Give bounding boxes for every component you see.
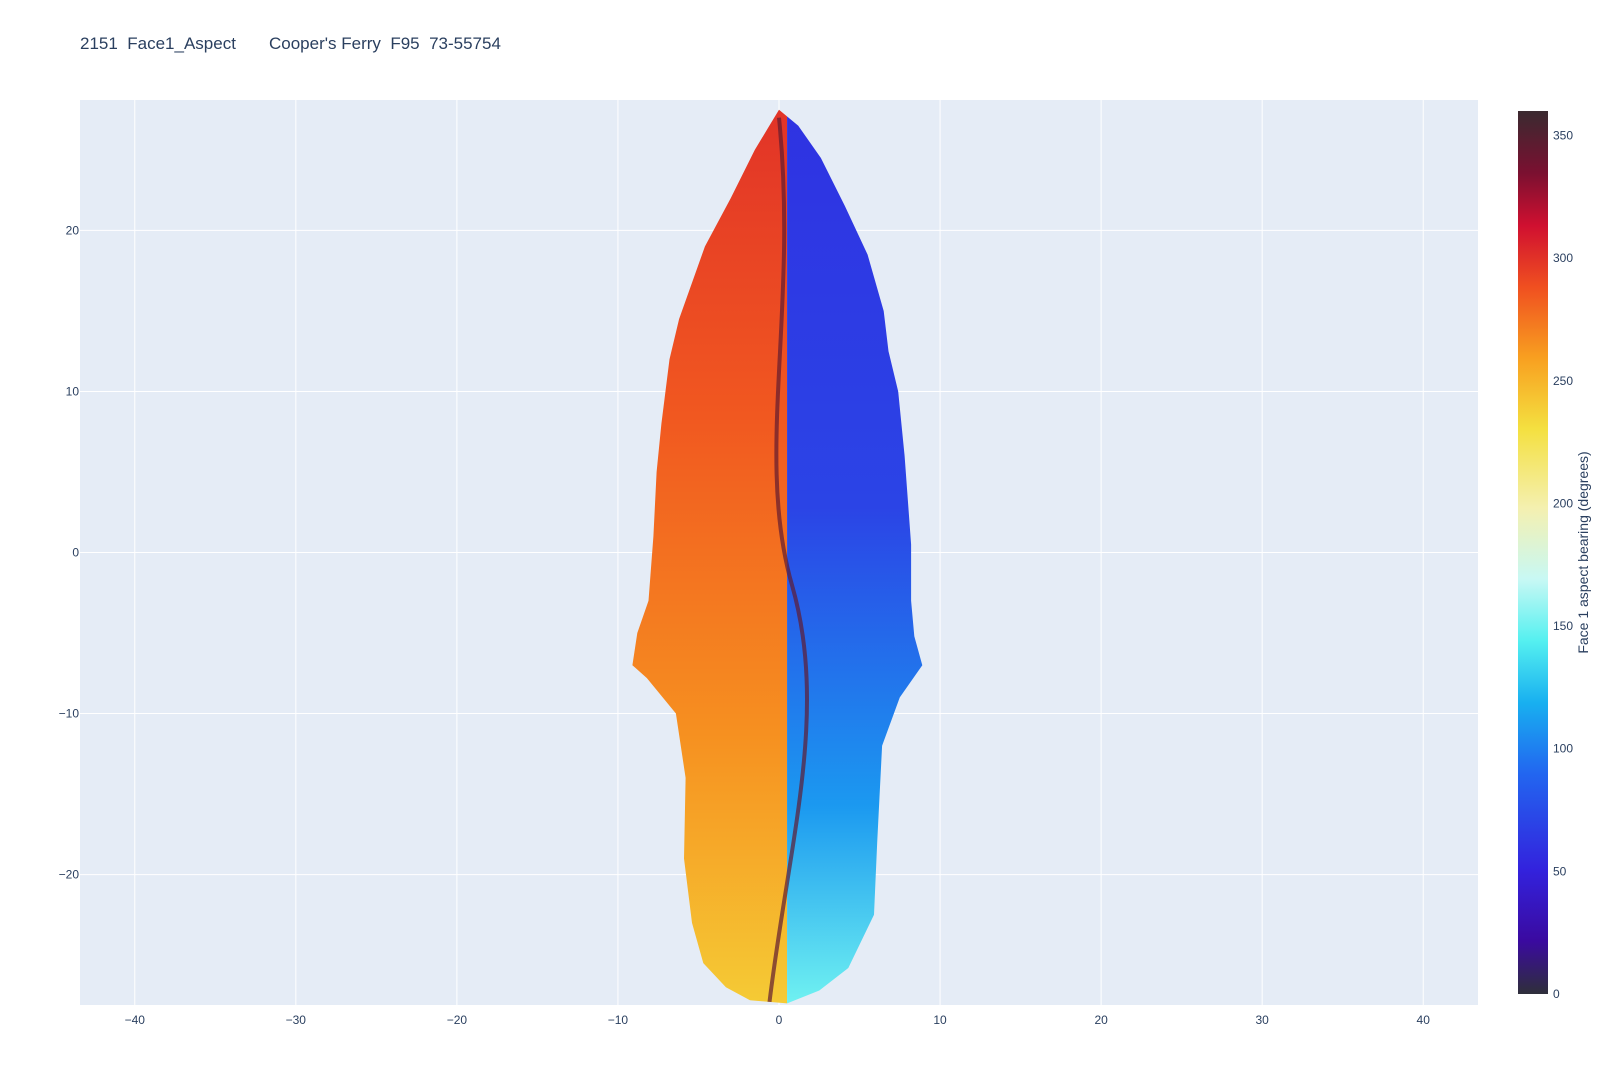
x-tick-label: −20 [447, 1013, 468, 1027]
y-tick-label: 20 [66, 223, 80, 237]
colorbar-tick-label: 300 [1553, 251, 1573, 265]
y-tick-label: −20 [59, 868, 80, 882]
colorbar: 0 50 100 150 200 250 300 350 Face 1 aspect beari… [1518, 111, 1591, 1001]
colorbar-tick-label: 100 [1553, 742, 1573, 756]
y-tick-label: 10 [66, 384, 80, 398]
colorbar-tick-label: 350 [1553, 129, 1573, 143]
x-tick-label: 20 [1094, 1013, 1108, 1027]
y-tick-label: −10 [59, 707, 80, 721]
x-tick-label: −30 [286, 1013, 307, 1027]
colorbar-title: Face 1 aspect bearing (degrees) [1575, 451, 1591, 653]
x-tick-label: 40 [1417, 1013, 1431, 1027]
x-tick-label: −10 [608, 1013, 629, 1027]
y-axis-ticks: 20 10 0 −10 −20 [59, 223, 80, 881]
x-tick-label: −40 [125, 1013, 146, 1027]
median-ridge [767, 117, 809, 1004]
colorbar-tick-label: 250 [1553, 374, 1573, 388]
colorbar-tick-label: 150 [1553, 619, 1573, 633]
x-tick-label: 0 [776, 1013, 783, 1027]
x-tick-label: 10 [933, 1013, 947, 1027]
colorbar-tick-label: 0 [1553, 987, 1560, 1001]
colorbar-tick-label: 200 [1553, 496, 1573, 510]
colorbar-tick-label: 50 [1553, 864, 1567, 878]
x-axis-ticks: −40 −30 −20 −10 0 10 20 30 40 [125, 1013, 1431, 1027]
colorbar-gradient [1518, 111, 1548, 994]
x-tick-label: 30 [1256, 1013, 1270, 1027]
y-tick-label: 0 [72, 546, 79, 560]
chart-title: 2151 Face1_Aspect Cooper's Ferry F95 73-… [80, 34, 501, 53]
